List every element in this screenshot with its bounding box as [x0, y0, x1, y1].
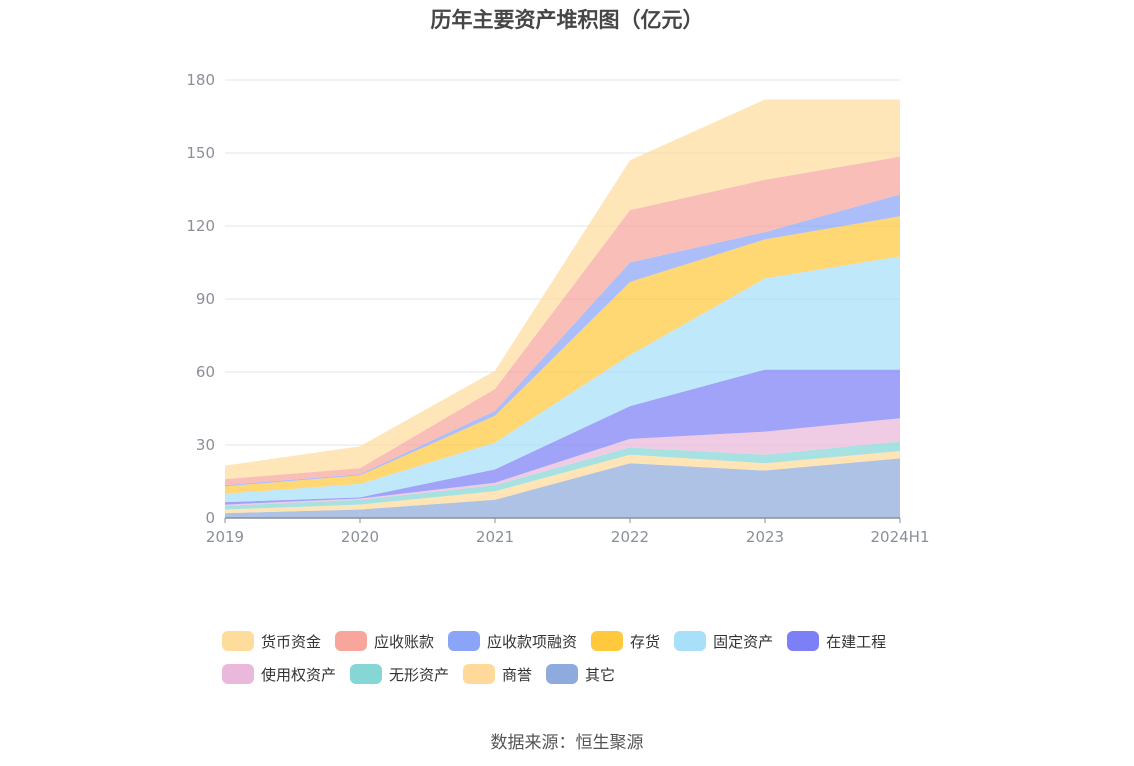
legend-item[interactable]: 存货	[591, 630, 660, 652]
legend-swatch	[546, 664, 579, 684]
legend-item[interactable]: 无形资产	[350, 663, 449, 685]
y-tick-label: 60	[196, 363, 215, 381]
area-series-无形资产	[225, 441, 900, 510]
area-series-在建工程	[225, 369, 900, 505]
y-tick-label: 30	[196, 436, 215, 454]
legend-swatch	[463, 664, 496, 684]
legend-swatch	[335, 631, 368, 651]
chart-title: 历年主要资产堆积图（亿元）	[430, 8, 704, 32]
legend-item[interactable]: 使用权资产	[222, 663, 336, 685]
y-tick-label: 90	[196, 290, 215, 308]
x-tick-label: 2024H1	[871, 528, 930, 546]
legend-label: 货币资金	[261, 632, 322, 651]
chart-area: 0 30 60 90 120 150 180 2019 2020 2021 2022 2023 2024…	[186, 71, 930, 546]
legend-item[interactable]: 其它	[546, 663, 615, 685]
legend-swatch	[222, 664, 254, 684]
x-tick-label: 2019	[206, 528, 244, 546]
area-series-应收款项融资	[225, 194, 900, 487]
area-series-存货	[225, 216, 900, 494]
y-tick-label: 120	[186, 217, 215, 235]
legend-label: 使用权资产	[261, 665, 337, 684]
area-series-货币资金	[225, 99, 900, 480]
y-tick-label: 180	[186, 71, 215, 89]
y-tick-label: 150	[186, 144, 215, 162]
legend-swatch	[350, 664, 383, 684]
legend-label: 商誉	[502, 665, 533, 684]
area-series-使用权资产	[225, 418, 900, 506]
legend-item[interactable]: 应收款项融资	[448, 630, 577, 652]
legend-item[interactable]: 在建工程	[787, 630, 886, 652]
area-series-其它	[225, 458, 900, 518]
y-tick-label: 0	[205, 509, 215, 527]
x-tick-label: 2020	[341, 528, 379, 546]
legend-swatch	[448, 631, 481, 651]
x-tick-label: 2021	[476, 528, 514, 546]
legend-item[interactable]: 应收账款	[335, 630, 434, 652]
legend-swatch	[591, 631, 624, 651]
legend-item[interactable]: 货币资金	[222, 630, 321, 652]
chart-legend: 货币资金 应收账款 应收款项融资 存货 固定资产 在建工程使用权资产 无形资产 商誉 其它	[222, 630, 982, 685]
area-series-商誉	[225, 451, 900, 514]
x-tick-label: 2023	[746, 528, 784, 546]
legend-swatch	[222, 631, 254, 651]
data-source-note: 数据来源：恒生聚源	[490, 733, 644, 753]
legend-swatch	[674, 631, 707, 651]
legend-label: 其它	[585, 665, 616, 684]
area-series-固定资产	[225, 256, 900, 503]
area-series-应收账款	[225, 156, 900, 486]
x-tick-label: 2022	[611, 528, 649, 546]
legend-item[interactable]: 商誉	[463, 663, 532, 685]
legend-label: 应收款项融资	[487, 632, 578, 651]
legend-item[interactable]: 固定资产	[674, 630, 773, 652]
legend-label: 存货	[630, 632, 661, 651]
legend-label: 固定资产	[713, 632, 774, 651]
legend-label: 在建工程	[826, 632, 887, 651]
legend-label: 应收账款	[374, 632, 435, 651]
legend-label: 无形资产	[389, 665, 450, 684]
legend-swatch	[787, 631, 820, 651]
